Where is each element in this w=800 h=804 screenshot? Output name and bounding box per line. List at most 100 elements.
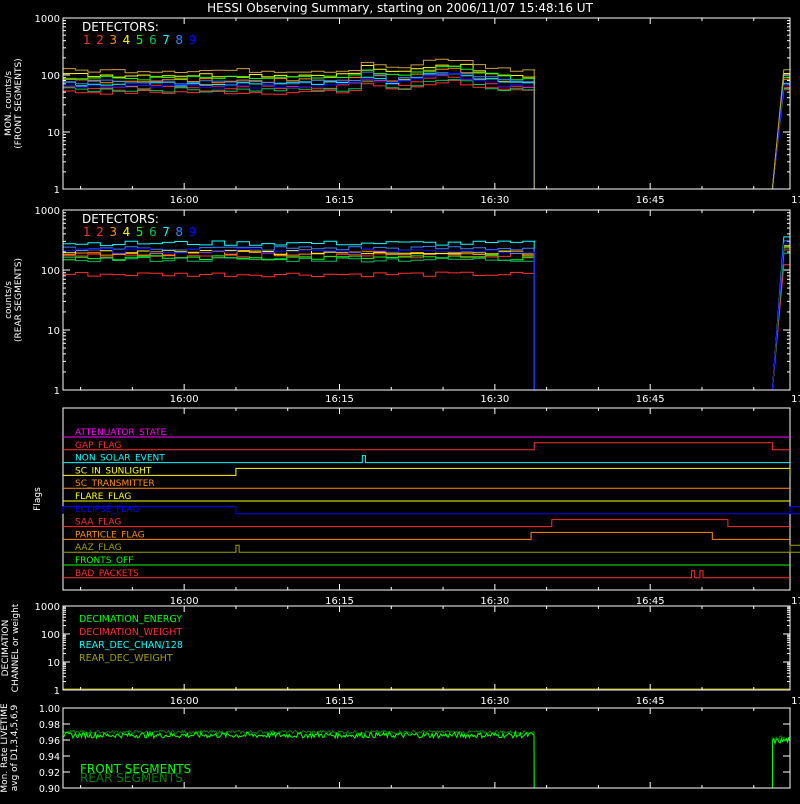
y-tick-label: 10 xyxy=(47,128,60,139)
livetime-series-line xyxy=(62,730,791,789)
series-line xyxy=(63,240,790,391)
legend-detector-number: 6 xyxy=(149,33,157,47)
y-axis-label: (REAR SEGMENTS) xyxy=(14,258,24,342)
livetime-panel: 0.90 0.92 0.94 0.96 0.98 1.00 Mon. Rate LIVETI… xyxy=(0,703,791,795)
y-tick-label: 100 xyxy=(41,71,60,82)
x-tick-label: 16:00 xyxy=(170,394,199,405)
legend-detector-number: 2 xyxy=(96,33,104,47)
series-line xyxy=(63,58,790,190)
flags-panel: 16:0016:1516:3016:4517:0017:15FlagsATTEN… xyxy=(33,407,800,607)
legend-detector-number: 4 xyxy=(123,33,131,47)
legend-detector-number: 9 xyxy=(189,225,197,239)
decimation-frame xyxy=(62,605,791,691)
flag-line xyxy=(63,570,790,579)
decimation-panel: 110100100016:0016:1516:3016:4517:0017:15… xyxy=(1,602,800,707)
decimation-legend-entry: REAR_DEC_WEIGHT xyxy=(79,653,173,664)
legend-title: DETECTORS: xyxy=(82,20,159,34)
front-panel: 110100100016:0016:1516:3016:4517:0017:15… xyxy=(4,14,800,206)
front-frame xyxy=(62,17,791,190)
flag-line xyxy=(63,467,791,476)
x-tick-label: 16:45 xyxy=(636,696,665,707)
x-tick-label: 16:30 xyxy=(480,696,509,707)
legend-detector-number: 1 xyxy=(83,33,91,47)
y-tick-label: 0.92 xyxy=(39,768,60,779)
legend-title: DETECTORS: xyxy=(82,212,159,226)
x-tick-label: 16:30 xyxy=(480,394,509,405)
series-line xyxy=(63,72,790,190)
x-tick-label: 16:30 xyxy=(480,596,509,607)
flag-line xyxy=(63,455,790,464)
legend-detector-number: 4 xyxy=(123,225,131,239)
livetime-frame xyxy=(62,707,791,789)
flag-label: ECLIPSE_FLAG xyxy=(75,505,139,515)
y-tick-label: 1000 xyxy=(35,602,60,613)
x-tick-label: 16:00 xyxy=(170,696,199,707)
x-tick-label: 16:15 xyxy=(325,596,354,607)
legend-detector-number: 6 xyxy=(149,225,157,239)
y-tick-label: 10 xyxy=(47,326,60,337)
flag-label: PARTICLE_FLAG xyxy=(75,530,145,540)
y-axis-label: avg of D1,3,4,5,6,9 xyxy=(10,704,20,791)
legend-detector-number: 5 xyxy=(136,33,144,47)
decimation-legend-entry: DECIMATION_WEIGHT xyxy=(79,627,182,638)
legend-detector-number: 8 xyxy=(175,33,183,47)
flag-label: AAZ_FLAG xyxy=(75,543,122,553)
y-tick-label: 0.96 xyxy=(39,736,60,747)
flag-line xyxy=(63,442,790,451)
y-tick-label: 0.98 xyxy=(39,720,60,731)
y-tick-label: 1 xyxy=(54,686,60,697)
series-line xyxy=(63,236,790,391)
y-axis-label: counts/s xyxy=(4,281,14,319)
rear-panel: 110100100016:0016:1516:3016:4517:0017:15… xyxy=(4,206,800,405)
x-tick-label: 16:00 xyxy=(170,596,199,607)
y-tick-label: 0.94 xyxy=(39,752,60,763)
legend-detector-number: 3 xyxy=(109,33,117,47)
y-axis-label: DECIMATION xyxy=(1,620,11,677)
decimation-legend-entry: REAR_DEC_CHAN/128 xyxy=(79,640,183,651)
livetime-legend-entry: FRONT SEGMENTS xyxy=(80,762,191,776)
series-line xyxy=(63,245,790,391)
series-line xyxy=(63,243,790,391)
series-line xyxy=(63,72,790,190)
series-line xyxy=(63,245,790,391)
y-tick-label: 1.00 xyxy=(39,704,60,715)
x-tick-label: 17:00 xyxy=(791,394,800,405)
y-tick-label: 10 xyxy=(47,658,60,669)
legend-detector-number: 5 xyxy=(136,225,144,239)
x-tick-label: 17:00 xyxy=(791,596,800,607)
legend-detector-number: 2 xyxy=(96,225,104,239)
flag-label: BAD_PACKETS xyxy=(75,569,139,579)
y-axis-label: Flags xyxy=(33,487,43,511)
flag-label: SAA_FLAG xyxy=(75,518,121,528)
x-tick-label: 16:15 xyxy=(325,394,354,405)
flag-label: SC_IN_SUNLIGHT xyxy=(75,466,152,476)
series-line xyxy=(63,249,790,391)
x-tick-label: 16:45 xyxy=(636,394,665,405)
y-axis-label: CHANNEL or weight xyxy=(11,603,21,692)
series-line xyxy=(63,264,790,391)
x-tick-label: 16:45 xyxy=(636,195,665,206)
flag-line xyxy=(63,519,790,528)
x-tick-label: 16:45 xyxy=(636,596,665,607)
x-tick-label: 17:00 xyxy=(791,696,800,707)
y-axis-label: MON. counts/s xyxy=(4,71,14,136)
flag-label: NON_SOLAR_EVENT xyxy=(75,454,165,464)
y-tick-label: 1000 xyxy=(35,14,60,25)
legend-detector-number: 9 xyxy=(189,33,197,47)
livetime-legend-entry: REAR SEGMENTS xyxy=(80,771,183,785)
x-tick-label: 17:00 xyxy=(791,195,800,206)
x-tick-label: 16:15 xyxy=(325,195,354,206)
flag-label: ATTENUATOR_STATE xyxy=(75,428,167,438)
decimation-legend-entry: DECIMATION_ENERGY xyxy=(79,614,182,625)
y-axis-label: Mon. Rate LIVETIME xyxy=(0,703,10,793)
x-tick-label: 16:15 xyxy=(325,696,354,707)
y-tick-label: 1000 xyxy=(35,206,60,217)
legend-detector-number: 7 xyxy=(162,225,170,239)
legend-detector-number: 3 xyxy=(109,225,117,239)
y-tick-label: 100 xyxy=(41,630,60,641)
flag-line xyxy=(63,531,790,540)
figure-title: HESSI Observing Summary, starting on 200… xyxy=(207,1,593,15)
series-line xyxy=(63,63,790,190)
flag-line xyxy=(63,544,800,553)
legend-detector-number: 7 xyxy=(162,33,170,47)
